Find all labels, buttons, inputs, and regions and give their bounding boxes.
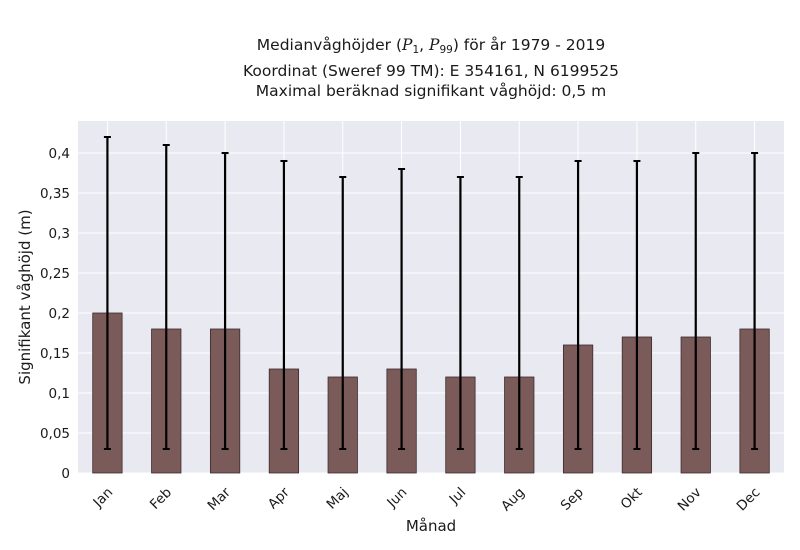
y-axis: 0 0,05 0,1 0,15 0,2 0,25 0,3 0,35 0,4 bbox=[40, 146, 70, 482]
chart-title-line-1: Medianvåghöjder (P1, P99) för år 1979 - … bbox=[78, 35, 784, 61]
error-bars bbox=[103, 136, 759, 450]
x-axis-label: Månad bbox=[406, 517, 456, 535]
x-tick-label: Jan bbox=[90, 485, 117, 512]
y-tick-label: 0,1 bbox=[49, 386, 70, 402]
title-symbol: P bbox=[429, 36, 440, 54]
x-tick-label: Sep bbox=[558, 485, 587, 514]
x-tick-label: Jul bbox=[446, 485, 470, 509]
y-tick-label: 0,15 bbox=[40, 346, 70, 362]
x-tick-label: Maj bbox=[324, 485, 352, 513]
y-axis-label: Signifikant våghöjd (m) bbox=[16, 209, 34, 384]
title-symbol: P bbox=[402, 36, 413, 54]
title-text: Medianvåghöjder ( bbox=[256, 36, 403, 54]
y-tick-label: 0,35 bbox=[40, 186, 70, 202]
y-tick-label: 0,4 bbox=[49, 146, 70, 162]
x-tick-label: Okt bbox=[618, 485, 646, 513]
title-text: ) för år 1979 - 2019 bbox=[452, 36, 606, 54]
plot-area bbox=[78, 121, 784, 473]
x-tick-label: Feb bbox=[147, 485, 175, 513]
x-tick-label: Dec bbox=[734, 485, 764, 515]
title-subscript: 1 bbox=[412, 44, 420, 56]
y-tick-label: 0,05 bbox=[40, 426, 70, 442]
x-tick-label: Nov bbox=[675, 485, 705, 515]
x-tick-label: Aug bbox=[498, 485, 528, 515]
chart-title: Medianvåghöjder (P1, P99) för år 1979 - … bbox=[78, 35, 784, 102]
x-tick-label: Apr bbox=[265, 484, 293, 512]
y-tick-label: 0 bbox=[61, 466, 70, 482]
y-tick-label: 0,25 bbox=[40, 266, 70, 282]
title-subscript: 99 bbox=[439, 44, 453, 56]
x-axis: Jan Feb Mar Apr Maj Jun Jul Aug Sep Okt Nov Dec bbox=[90, 484, 764, 514]
x-tick-label: Jun bbox=[383, 485, 410, 512]
x-tick-label: Mar bbox=[205, 484, 235, 514]
title-text: , bbox=[419, 36, 430, 54]
y-tick-label: 0,3 bbox=[49, 226, 70, 242]
chart-title-line-2: Koordinat (Sweref 99 TM): E 354161, N 61… bbox=[243, 61, 619, 80]
chart-title-line-3: Maximal beräknad signifikant våghöjd: 0,… bbox=[255, 82, 607, 100]
y-tick-label: 0,2 bbox=[49, 306, 70, 322]
